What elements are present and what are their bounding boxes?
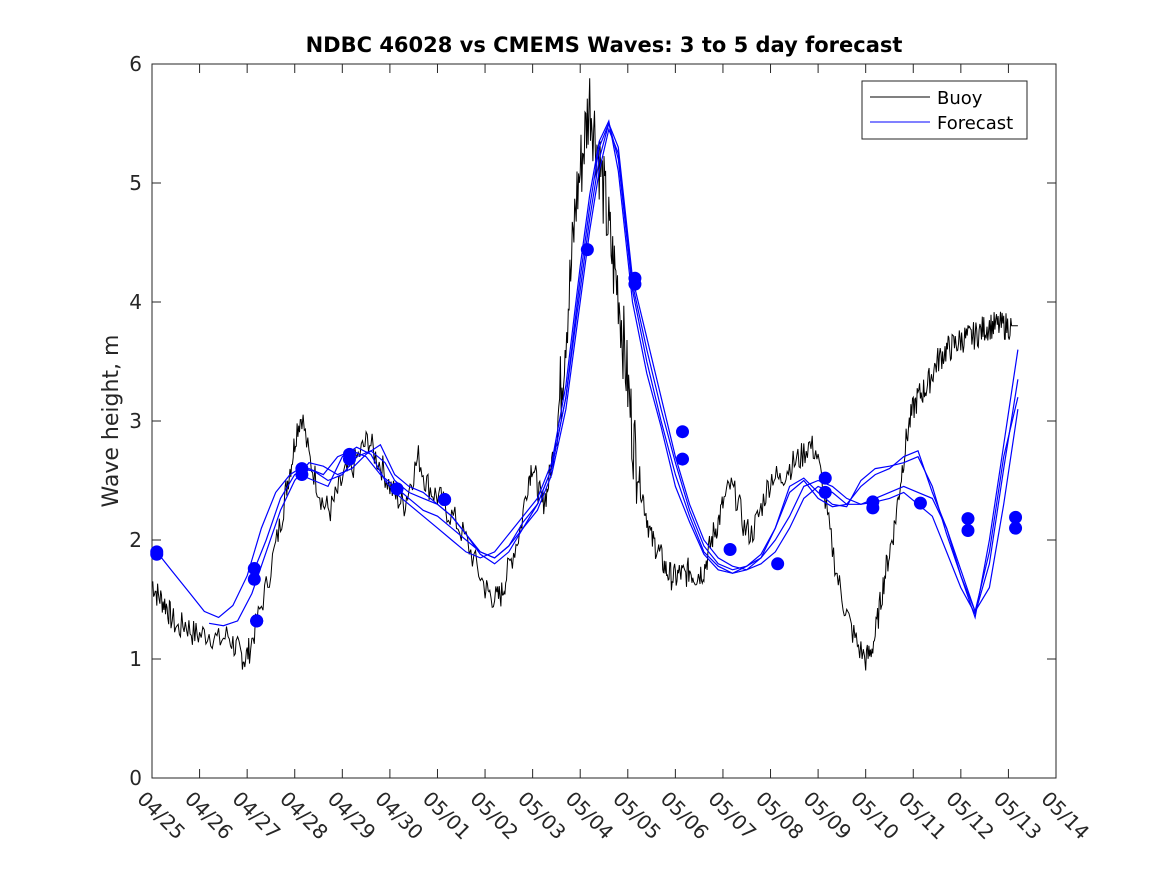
y-axis-ticks: 0 1 2 3 4 5 6 xyxy=(129,52,1056,790)
chart-title: NDBC 46028 vs CMEMS Waves: 3 to 5 day fo… xyxy=(306,33,903,57)
y-tick-label: 5 xyxy=(129,171,142,195)
legend-label-forecast: Forecast xyxy=(937,113,1013,134)
forecast-marker xyxy=(866,501,880,515)
forecast-marker xyxy=(723,543,737,557)
forecast-marker xyxy=(961,512,975,526)
forecast-marker xyxy=(913,496,927,510)
forecast-marker xyxy=(247,572,261,586)
forecast-marker xyxy=(961,523,975,537)
forecast-marker xyxy=(676,425,690,439)
y-tick-label: 4 xyxy=(129,290,142,314)
y-tick-label: 1 xyxy=(129,647,142,671)
y-tick-label: 0 xyxy=(129,766,142,790)
forecast-markers xyxy=(150,243,1023,628)
forecast-marker xyxy=(390,482,404,496)
forecast-marker xyxy=(1009,510,1023,524)
forecast-marker xyxy=(580,243,594,257)
legend-box xyxy=(861,80,1028,140)
y-axis-label: Wave height, m xyxy=(99,335,124,508)
forecast-marker xyxy=(342,452,356,466)
y-tick-label: 6 xyxy=(129,52,142,76)
forecast-marker xyxy=(150,547,164,561)
legend-label-buoy: Buoy xyxy=(937,88,983,109)
y-tick-label: 3 xyxy=(129,409,142,433)
forecast-marker xyxy=(676,452,690,466)
forecast-marker xyxy=(818,471,832,485)
series-line-forecast-run xyxy=(299,119,1019,620)
forecast-marker xyxy=(438,493,452,507)
forecast-marker xyxy=(247,562,261,576)
series-line-forecast-run xyxy=(209,127,1019,627)
forecast-marker xyxy=(628,277,642,291)
forecast-marker xyxy=(771,557,785,571)
legend: Buoy Forecast xyxy=(861,80,1028,140)
y-tick-label: 2 xyxy=(129,528,142,552)
forecast-marker xyxy=(818,485,832,499)
forecast-marker xyxy=(1009,521,1023,535)
forecast-marker xyxy=(250,614,264,628)
forecast-marker xyxy=(295,468,309,482)
series-line-buoy xyxy=(152,78,1018,671)
